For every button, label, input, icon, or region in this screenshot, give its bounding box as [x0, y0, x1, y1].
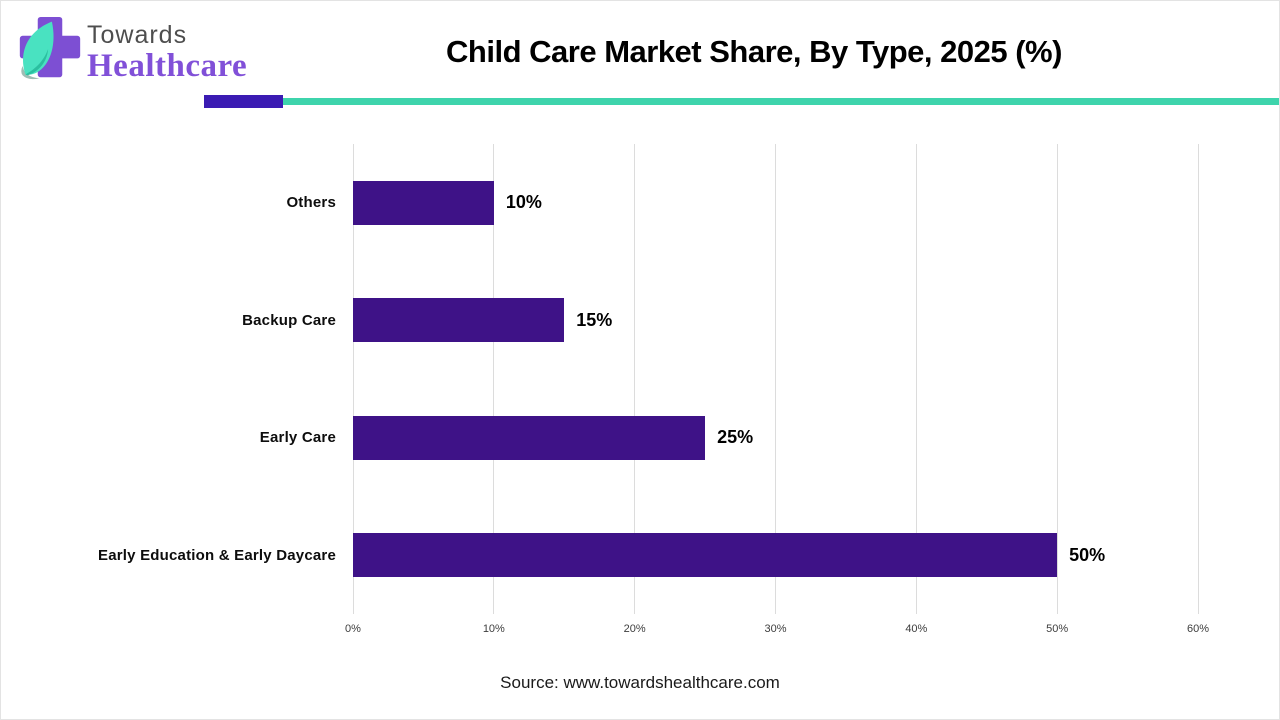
value-label: 10% [505, 192, 542, 213]
bar-rows: Others 10% Backup Care 15% Early Care 25% Earl… [1, 144, 1279, 615]
accent-teal-segment [283, 98, 1279, 105]
bar-track: 50% [353, 533, 1198, 578]
category-label: Backup Care [242, 311, 336, 329]
bar-chart: Others 10% Backup Care 15% Early Care 25% Earl… [1, 144, 1279, 664]
x-tick-label: 20% [623, 623, 646, 635]
source-text: Source: www.towardshealthcare.com [500, 673, 780, 692]
logo-towards: Towards [87, 21, 188, 49]
bar [353, 533, 1058, 578]
x-tick-label: 60% [1186, 623, 1210, 635]
x-axis-ticks: 0% 10% 20% 30% 40% 50% 60% [345, 623, 1209, 643]
x-tick-label: 0% [345, 623, 361, 635]
value-label: 15% [576, 309, 613, 330]
bar [353, 415, 706, 460]
value-label: 25% [717, 427, 754, 448]
bar-track: 25% [353, 415, 1198, 460]
x-tick-label: 50% [1046, 623, 1069, 635]
bar-track: 15% [353, 298, 1198, 343]
x-tick-label: 10% [482, 623, 505, 635]
gridline [634, 144, 636, 614]
logo-healthcare: Healthcare [87, 48, 248, 84]
x-tick-label: 40% [905, 623, 928, 635]
category-label: Early Care [259, 429, 336, 447]
x-tick-label: 30% [764, 623, 787, 635]
value-label: 50% [1069, 544, 1106, 565]
header-accent-line [204, 95, 1279, 108]
bar [353, 298, 565, 343]
bar-row: Others 10% [1, 144, 1279, 262]
gridlines [352, 144, 1199, 614]
logo-cross-leaf-icon [19, 16, 81, 80]
bar-row: Early Care 25% [1, 379, 1279, 497]
gridline [775, 144, 776, 614]
bar [353, 180, 494, 225]
bar-row: Backup Care 15% [1, 262, 1279, 380]
gridline [1056, 144, 1058, 614]
gridline [915, 144, 917, 614]
bar-row: Early Education & Early Daycare 50% [1, 497, 1279, 615]
category-label: Early Education & Early Daycare [98, 546, 336, 564]
towards-healthcare-logo: Towards Healthcare [17, 11, 247, 87]
chart-title: Child Care Market Share, By Type, 2025 (… [446, 34, 1062, 69]
logo-text: Towards Healthcare [87, 23, 247, 83]
gridline [1197, 144, 1199, 614]
category-label: Others [286, 194, 336, 212]
accent-purple-segment [204, 95, 283, 108]
gridline [493, 144, 495, 614]
gridline [352, 144, 354, 614]
bar-track: 10% [353, 180, 1198, 225]
